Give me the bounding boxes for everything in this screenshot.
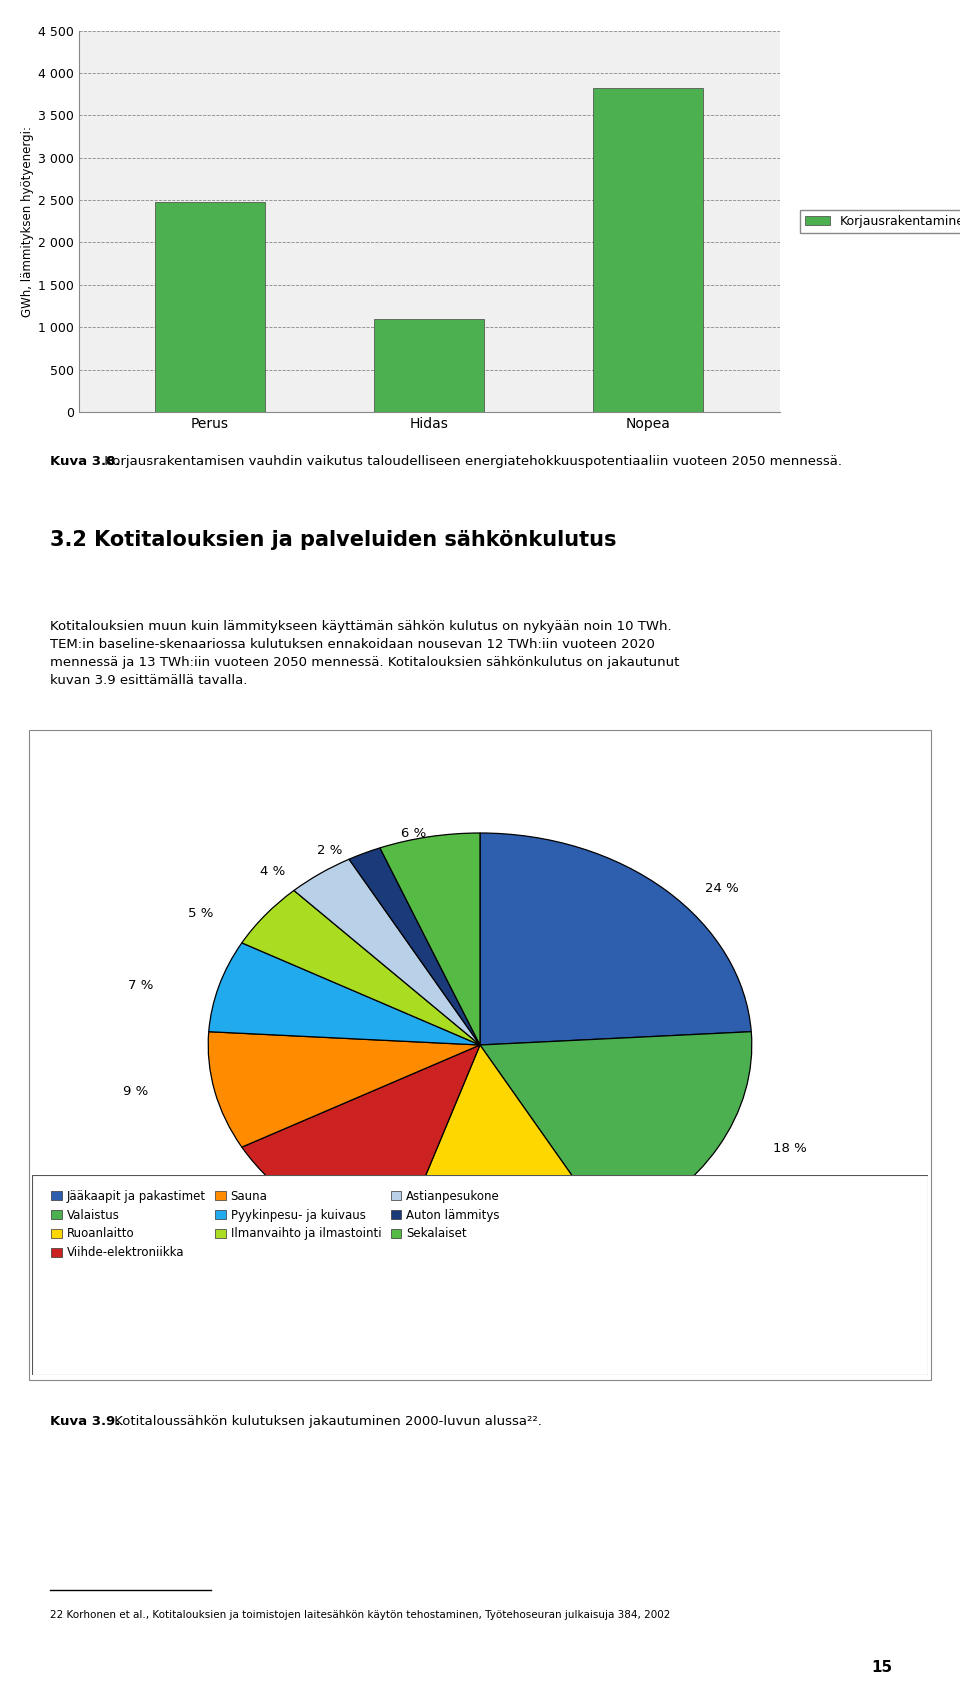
Text: 9 %: 9 % (123, 1085, 148, 1098)
Wedge shape (208, 1032, 480, 1148)
Text: 12 %: 12 % (238, 1203, 272, 1217)
Wedge shape (242, 1046, 480, 1246)
Text: 3.2 Kotitalouksien ja palveluiden sähkönkulutus: 3.2 Kotitalouksien ja palveluiden sähkön… (50, 531, 616, 549)
Text: 24 %: 24 % (705, 881, 739, 895)
Legend: Jääkaapit ja pakastimet, Valaistus, Ruoanlaitto, Viihde-elektroniikka, Sauna, Py: Jääkaapit ja pakastimet, Valaistus, Ruoa… (46, 1185, 504, 1264)
Wedge shape (480, 832, 752, 1046)
Text: Kotitaloussähkön kulutuksen jakautuminen 2000-luvun alussa²².: Kotitaloussähkön kulutuksen jakautuminen… (110, 1415, 542, 1427)
Text: 4 %: 4 % (260, 864, 285, 878)
Text: Kuva 3.9.: Kuva 3.9. (50, 1415, 120, 1427)
Wedge shape (294, 859, 480, 1046)
Text: Kuva 3.8.: Kuva 3.8. (50, 454, 120, 468)
Wedge shape (349, 848, 480, 1046)
Bar (593, 88, 703, 412)
Wedge shape (242, 890, 480, 1046)
Text: 15: 15 (872, 1659, 893, 1675)
Y-axis label: GWh, lämmityksen hyötyenergi:: GWh, lämmityksen hyötyenergi: (21, 125, 34, 317)
Text: 2 %: 2 % (317, 844, 343, 858)
Text: 6 %: 6 % (401, 827, 426, 841)
Text: 7 %: 7 % (128, 978, 154, 992)
Text: 18 %: 18 % (773, 1142, 806, 1154)
Text: 5 %: 5 % (188, 907, 213, 920)
Bar (156, 202, 265, 412)
Wedge shape (396, 1046, 611, 1258)
Text: Korjausrakentamisen vauhdin vaikutus taloudelliseen energiatehokkuuspotentiaalii: Korjausrakentamisen vauhdin vaikutus tal… (100, 454, 842, 468)
Bar (374, 319, 484, 412)
Text: Kotitalouksien muun kuin lämmitykseen käyttämän sähkön kulutus on nykyään noin 1: Kotitalouksien muun kuin lämmitykseen kä… (50, 620, 680, 686)
Wedge shape (208, 942, 480, 1046)
Wedge shape (380, 832, 480, 1046)
Text: 13 %: 13 % (496, 1253, 530, 1266)
Text: 22 Korhonen et al., Kotitalouksien ja toimistojen laitesähkön käytön tehostamine: 22 Korhonen et al., Kotitalouksien ja to… (50, 1610, 670, 1620)
FancyBboxPatch shape (32, 1175, 928, 1375)
Legend: Korjausrakentaminen: Korjausrakentaminen (800, 210, 960, 232)
Wedge shape (480, 1032, 752, 1231)
